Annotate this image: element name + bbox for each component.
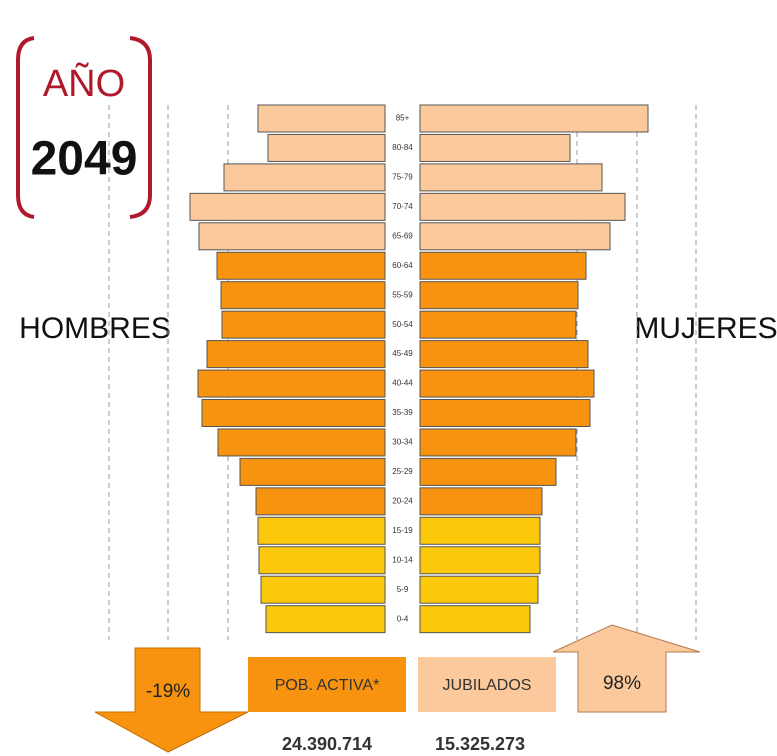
bar bbox=[419, 104, 649, 133]
bar bbox=[206, 340, 386, 369]
change-arrow bbox=[94, 647, 249, 753]
age-label: 50-54 bbox=[392, 320, 413, 329]
chart-subtitle: 2049 bbox=[31, 133, 138, 186]
bar bbox=[257, 516, 386, 545]
legend-label: JUBILADOS bbox=[443, 677, 532, 694]
bar bbox=[419, 605, 531, 634]
age-label: 75-79 bbox=[392, 173, 413, 182]
bar bbox=[260, 575, 386, 604]
legend-label: POB. ACTIVA* bbox=[275, 677, 380, 694]
bar bbox=[221, 310, 386, 339]
age-label: 40-44 bbox=[392, 379, 413, 388]
series-label: HOMBRES bbox=[19, 312, 171, 345]
bar bbox=[419, 251, 587, 280]
chart-title: AÑO bbox=[43, 62, 125, 105]
bar bbox=[419, 487, 543, 516]
bar bbox=[419, 369, 595, 398]
bar bbox=[419, 192, 626, 221]
legend-swatch bbox=[248, 657, 406, 712]
bar bbox=[419, 575, 539, 604]
change-arrow bbox=[552, 624, 701, 713]
bar bbox=[419, 428, 577, 457]
bracket-right bbox=[129, 36, 152, 219]
bar bbox=[419, 457, 557, 486]
age-label: 20-24 bbox=[392, 496, 413, 505]
age-label: 60-64 bbox=[392, 261, 413, 270]
age-label: 80-84 bbox=[392, 143, 413, 152]
bar bbox=[419, 163, 603, 192]
bar bbox=[267, 133, 386, 162]
bar bbox=[255, 487, 386, 516]
bar bbox=[419, 340, 589, 369]
bar bbox=[419, 516, 541, 545]
bar bbox=[216, 251, 386, 280]
age-label: 35-39 bbox=[392, 408, 413, 417]
legend-swatch bbox=[418, 657, 556, 712]
age-label: 10-14 bbox=[392, 555, 413, 564]
series-label: MUJERES bbox=[634, 312, 777, 345]
bar bbox=[265, 605, 386, 634]
change-label: -19% bbox=[146, 681, 190, 702]
age-label: 85+ bbox=[396, 114, 410, 123]
bar bbox=[419, 310, 577, 339]
bracket-left bbox=[16, 36, 35, 219]
bar bbox=[419, 399, 591, 427]
bar bbox=[257, 104, 386, 133]
age-label: 30-34 bbox=[392, 438, 413, 447]
age-label: 45-49 bbox=[392, 349, 413, 358]
bar bbox=[198, 222, 386, 251]
age-label: 5-9 bbox=[397, 585, 409, 594]
bar bbox=[197, 369, 386, 398]
age-label: 55-59 bbox=[392, 290, 413, 299]
legend-total: 15.325.273 bbox=[435, 734, 525, 754]
bar bbox=[419, 222, 611, 251]
bar bbox=[258, 546, 386, 575]
bar bbox=[419, 133, 571, 162]
bar bbox=[239, 457, 386, 486]
bar bbox=[217, 428, 386, 457]
bar bbox=[419, 546, 541, 575]
bar bbox=[419, 281, 579, 310]
bar bbox=[201, 399, 386, 427]
bar bbox=[220, 281, 386, 310]
age-label: 25-29 bbox=[392, 467, 413, 476]
legend-total: 24.390.714 bbox=[282, 734, 372, 754]
bar bbox=[223, 163, 386, 192]
age-label: 0-4 bbox=[397, 614, 409, 623]
age-label: 15-19 bbox=[392, 526, 413, 535]
bar bbox=[189, 192, 386, 221]
age-label: 65-69 bbox=[392, 231, 413, 240]
age-label: 70-74 bbox=[392, 202, 413, 211]
change-label: 98% bbox=[603, 673, 641, 694]
